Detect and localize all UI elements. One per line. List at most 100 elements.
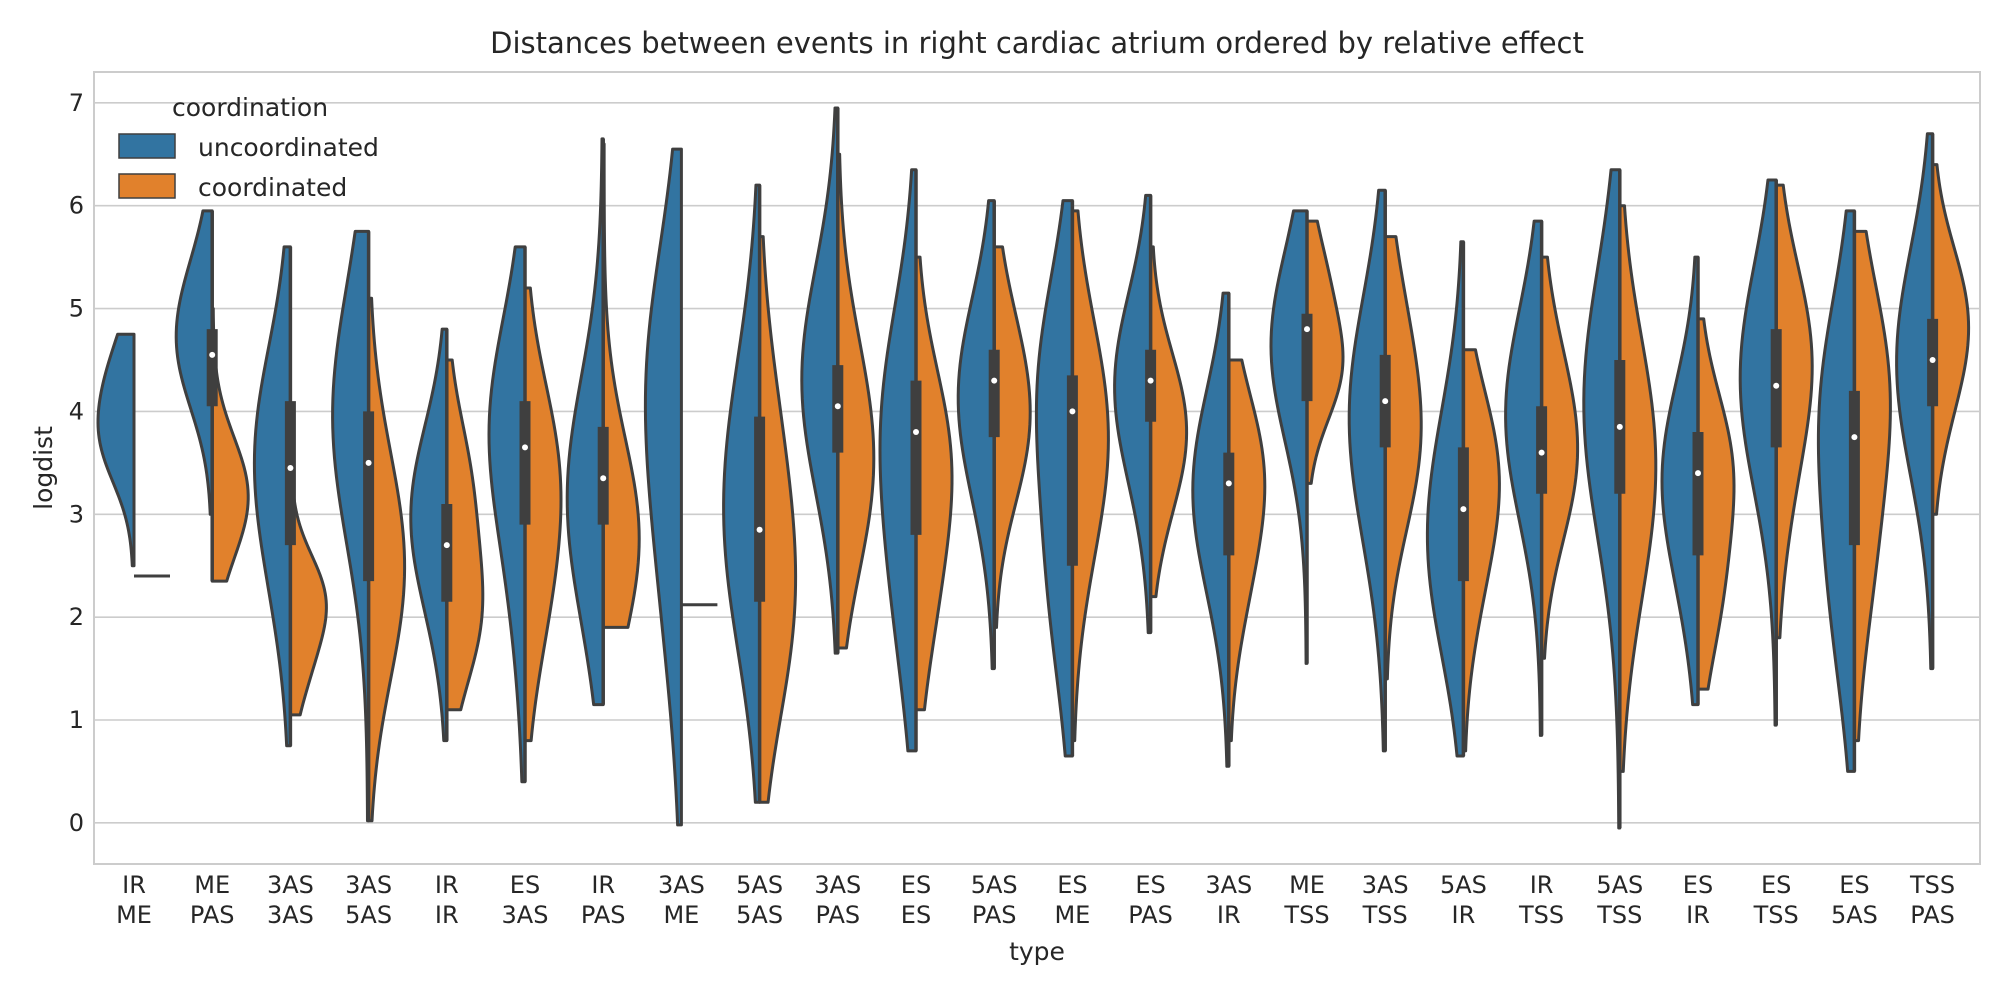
violin-half-uncoordinated (487, 245, 527, 784)
violin-half-uncoordinated (1034, 199, 1074, 758)
x-tick-labels: IR ME ME PAS 3AS 3AS 3AS 5AS IR IR ES 3AS IR PAS 3AS ME… (116, 871, 1955, 929)
median-marker (1616, 423, 1623, 430)
median-marker (1225, 480, 1232, 487)
median-marker (1147, 377, 1154, 384)
violin-half-coordinated (288, 492, 328, 717)
y-tick-label: 5 (69, 295, 84, 323)
violin-half-coordinated (1696, 317, 1736, 691)
legend-title: coordination (172, 93, 328, 122)
violin-half-uncoordinated (96, 332, 136, 568)
median-marker (1460, 506, 1467, 513)
violin-half-coordinated (523, 286, 563, 743)
violin-half-coordinated (1305, 219, 1345, 485)
y-axis-label: logdist (29, 426, 58, 510)
x-tick-label: 3AS ME (658, 871, 705, 929)
x-tick-label: TSS PAS (1909, 871, 1955, 929)
x-tick-label: ME TSS (1283, 871, 1329, 929)
median-marker (522, 444, 528, 451)
x-tick-label: 3AS IR (1205, 871, 1252, 929)
violin-half-uncoordinated (409, 327, 449, 743)
violin-half-coordinated (1931, 163, 1971, 516)
y-tick-label: 0 (69, 809, 84, 837)
x-axis-label: type (1009, 937, 1065, 966)
median-marker (991, 377, 998, 384)
violin-half-uncoordinated (643, 147, 683, 827)
violin-half-uncoordinated (1347, 188, 1387, 753)
violin-half-uncoordinated (1113, 193, 1153, 635)
y-tick-label: 4 (69, 397, 84, 425)
violin-half-uncoordinated (1269, 209, 1309, 665)
x-tick-label: ES ES (901, 871, 931, 929)
legend-label-coordinated: coordinated (198, 173, 347, 202)
violin-half-coordinated (445, 358, 485, 712)
legend: coordination uncoordinated coordinated (118, 93, 379, 202)
violins (96, 106, 1971, 830)
violin-half-uncoordinated (878, 168, 918, 753)
violin-half-coordinated (1461, 348, 1501, 753)
violin-half-coordinated (1149, 245, 1189, 599)
median-marker (1382, 398, 1389, 405)
y-tick-label: 3 (69, 500, 84, 528)
violin-half-coordinated (1774, 183, 1814, 640)
violin-half-coordinated (914, 255, 954, 712)
violin-half-uncoordinated (1504, 219, 1544, 737)
violin-half-coordinated (1383, 235, 1423, 681)
violin-half-uncoordinated (1816, 209, 1856, 773)
y-tick-label: 2 (69, 603, 84, 631)
violin-half-uncoordinated (1660, 255, 1700, 707)
violin-half-uncoordinated (1895, 132, 1935, 671)
median-marker (756, 526, 763, 533)
violin-half-uncoordinated (174, 209, 214, 516)
median-marker (365, 459, 372, 466)
median-marker (1851, 434, 1858, 441)
violin-half-coordinated (1070, 209, 1110, 743)
violin-half-uncoordinated (956, 199, 996, 671)
x-tick-label: IR TSS (1518, 871, 1564, 929)
x-tick-label: 3AS PAS (814, 871, 861, 929)
y-tick-label: 6 (69, 192, 84, 220)
x-tick-label: IR PAS (581, 871, 626, 929)
x-tick-label: ES PAS (1128, 871, 1173, 929)
violin-half-uncoordinated (1738, 178, 1778, 727)
x-tick-label: ES 3AS (502, 871, 549, 929)
x-tick-label: IR ME (116, 871, 152, 929)
median-marker (1695, 470, 1701, 477)
violin-half-coordinated (1852, 229, 1892, 743)
chart-title: Distances between events in right cardia… (490, 26, 1584, 60)
violin-half-uncoordinated (565, 137, 605, 707)
violin-half-uncoordinated (252, 245, 292, 748)
x-tick-label: 5AS PAS (971, 871, 1018, 929)
x-tick-label: 3AS 3AS (267, 871, 314, 929)
x-tick-label: ES ME (1054, 871, 1090, 929)
violin-half-coordinated (992, 245, 1032, 629)
violin-half-uncoordinated (722, 183, 762, 804)
violin-half-uncoordinated (1582, 168, 1622, 830)
median-marker (443, 542, 450, 549)
violin-half-uncoordinated (1425, 240, 1465, 758)
x-tick-label: 5AS IR (1440, 871, 1487, 929)
x-tick-label: ES 5AS (1831, 871, 1878, 929)
violin-half-coordinated (1540, 255, 1580, 660)
median-marker (1304, 326, 1310, 333)
legend-label-uncoordinated: uncoordinated (198, 133, 379, 162)
violin-half-coordinated (1618, 204, 1658, 773)
median-marker (834, 403, 841, 410)
violin-half-uncoordinated (1191, 291, 1231, 768)
median-marker (287, 465, 294, 471)
x-tick-label: ES TSS (1753, 871, 1799, 929)
median-marker (600, 475, 607, 482)
x-tick-label: IR IR (435, 871, 459, 929)
violin-half-coordinated (367, 296, 407, 823)
violin-half-coordinated (758, 235, 798, 804)
median-marker (1069, 408, 1076, 415)
violin-half-coordinated (1227, 358, 1267, 743)
median-marker (1929, 357, 1936, 363)
y-tick-label: 7 (69, 89, 84, 117)
median-marker (1538, 449, 1545, 456)
median-marker (913, 429, 919, 435)
inner-boxplots (206, 108, 1939, 828)
x-tick-label: 3AS 5AS (345, 871, 392, 929)
violin-half-uncoordinated (800, 106, 840, 655)
y-tick-labels: 0 1 2 3 4 5 6 7 (69, 89, 84, 837)
